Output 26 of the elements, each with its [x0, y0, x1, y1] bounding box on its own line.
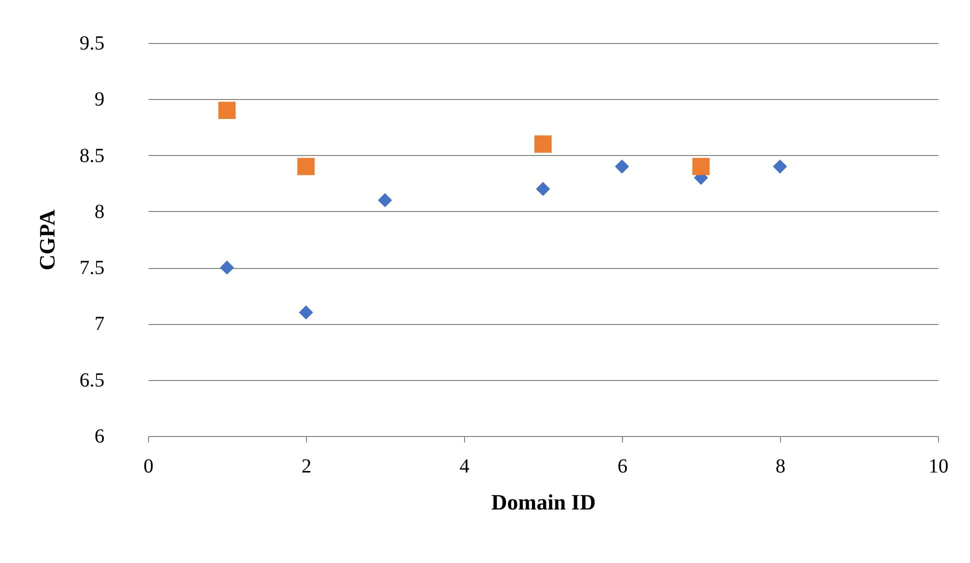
x-tick-label: 6: [618, 456, 628, 478]
point: [297, 158, 315, 176]
point: [298, 305, 314, 320]
point: [218, 102, 236, 120]
y-tick-label: 9.5: [80, 32, 104, 54]
point: [772, 159, 788, 174]
y-tick-label: 8.5: [80, 144, 104, 167]
y-tick-label: 6.5: [80, 369, 104, 392]
y-tick-label: 9: [94, 88, 104, 111]
x-axis-title: Domain ID: [491, 490, 596, 514]
y-tick-label: 6: [94, 426, 104, 448]
y-tick-label: 8: [94, 200, 104, 223]
point: [220, 260, 234, 275]
x-tick-label: 8: [776, 456, 786, 478]
point: [692, 158, 710, 176]
point: [536, 182, 550, 196]
y-tick-label: 7.5: [80, 257, 104, 280]
x-tick-label: 10: [928, 456, 948, 478]
x-tick-label: 2: [302, 456, 312, 478]
point: [378, 193, 392, 208]
y-axis-title: CGPA: [34, 210, 60, 270]
point: [534, 135, 552, 153]
point: [614, 159, 630, 174]
y-tick-label: 7: [94, 313, 104, 336]
x-tick-label: 0: [144, 456, 154, 478]
x-tick-label: 4: [460, 456, 470, 478]
